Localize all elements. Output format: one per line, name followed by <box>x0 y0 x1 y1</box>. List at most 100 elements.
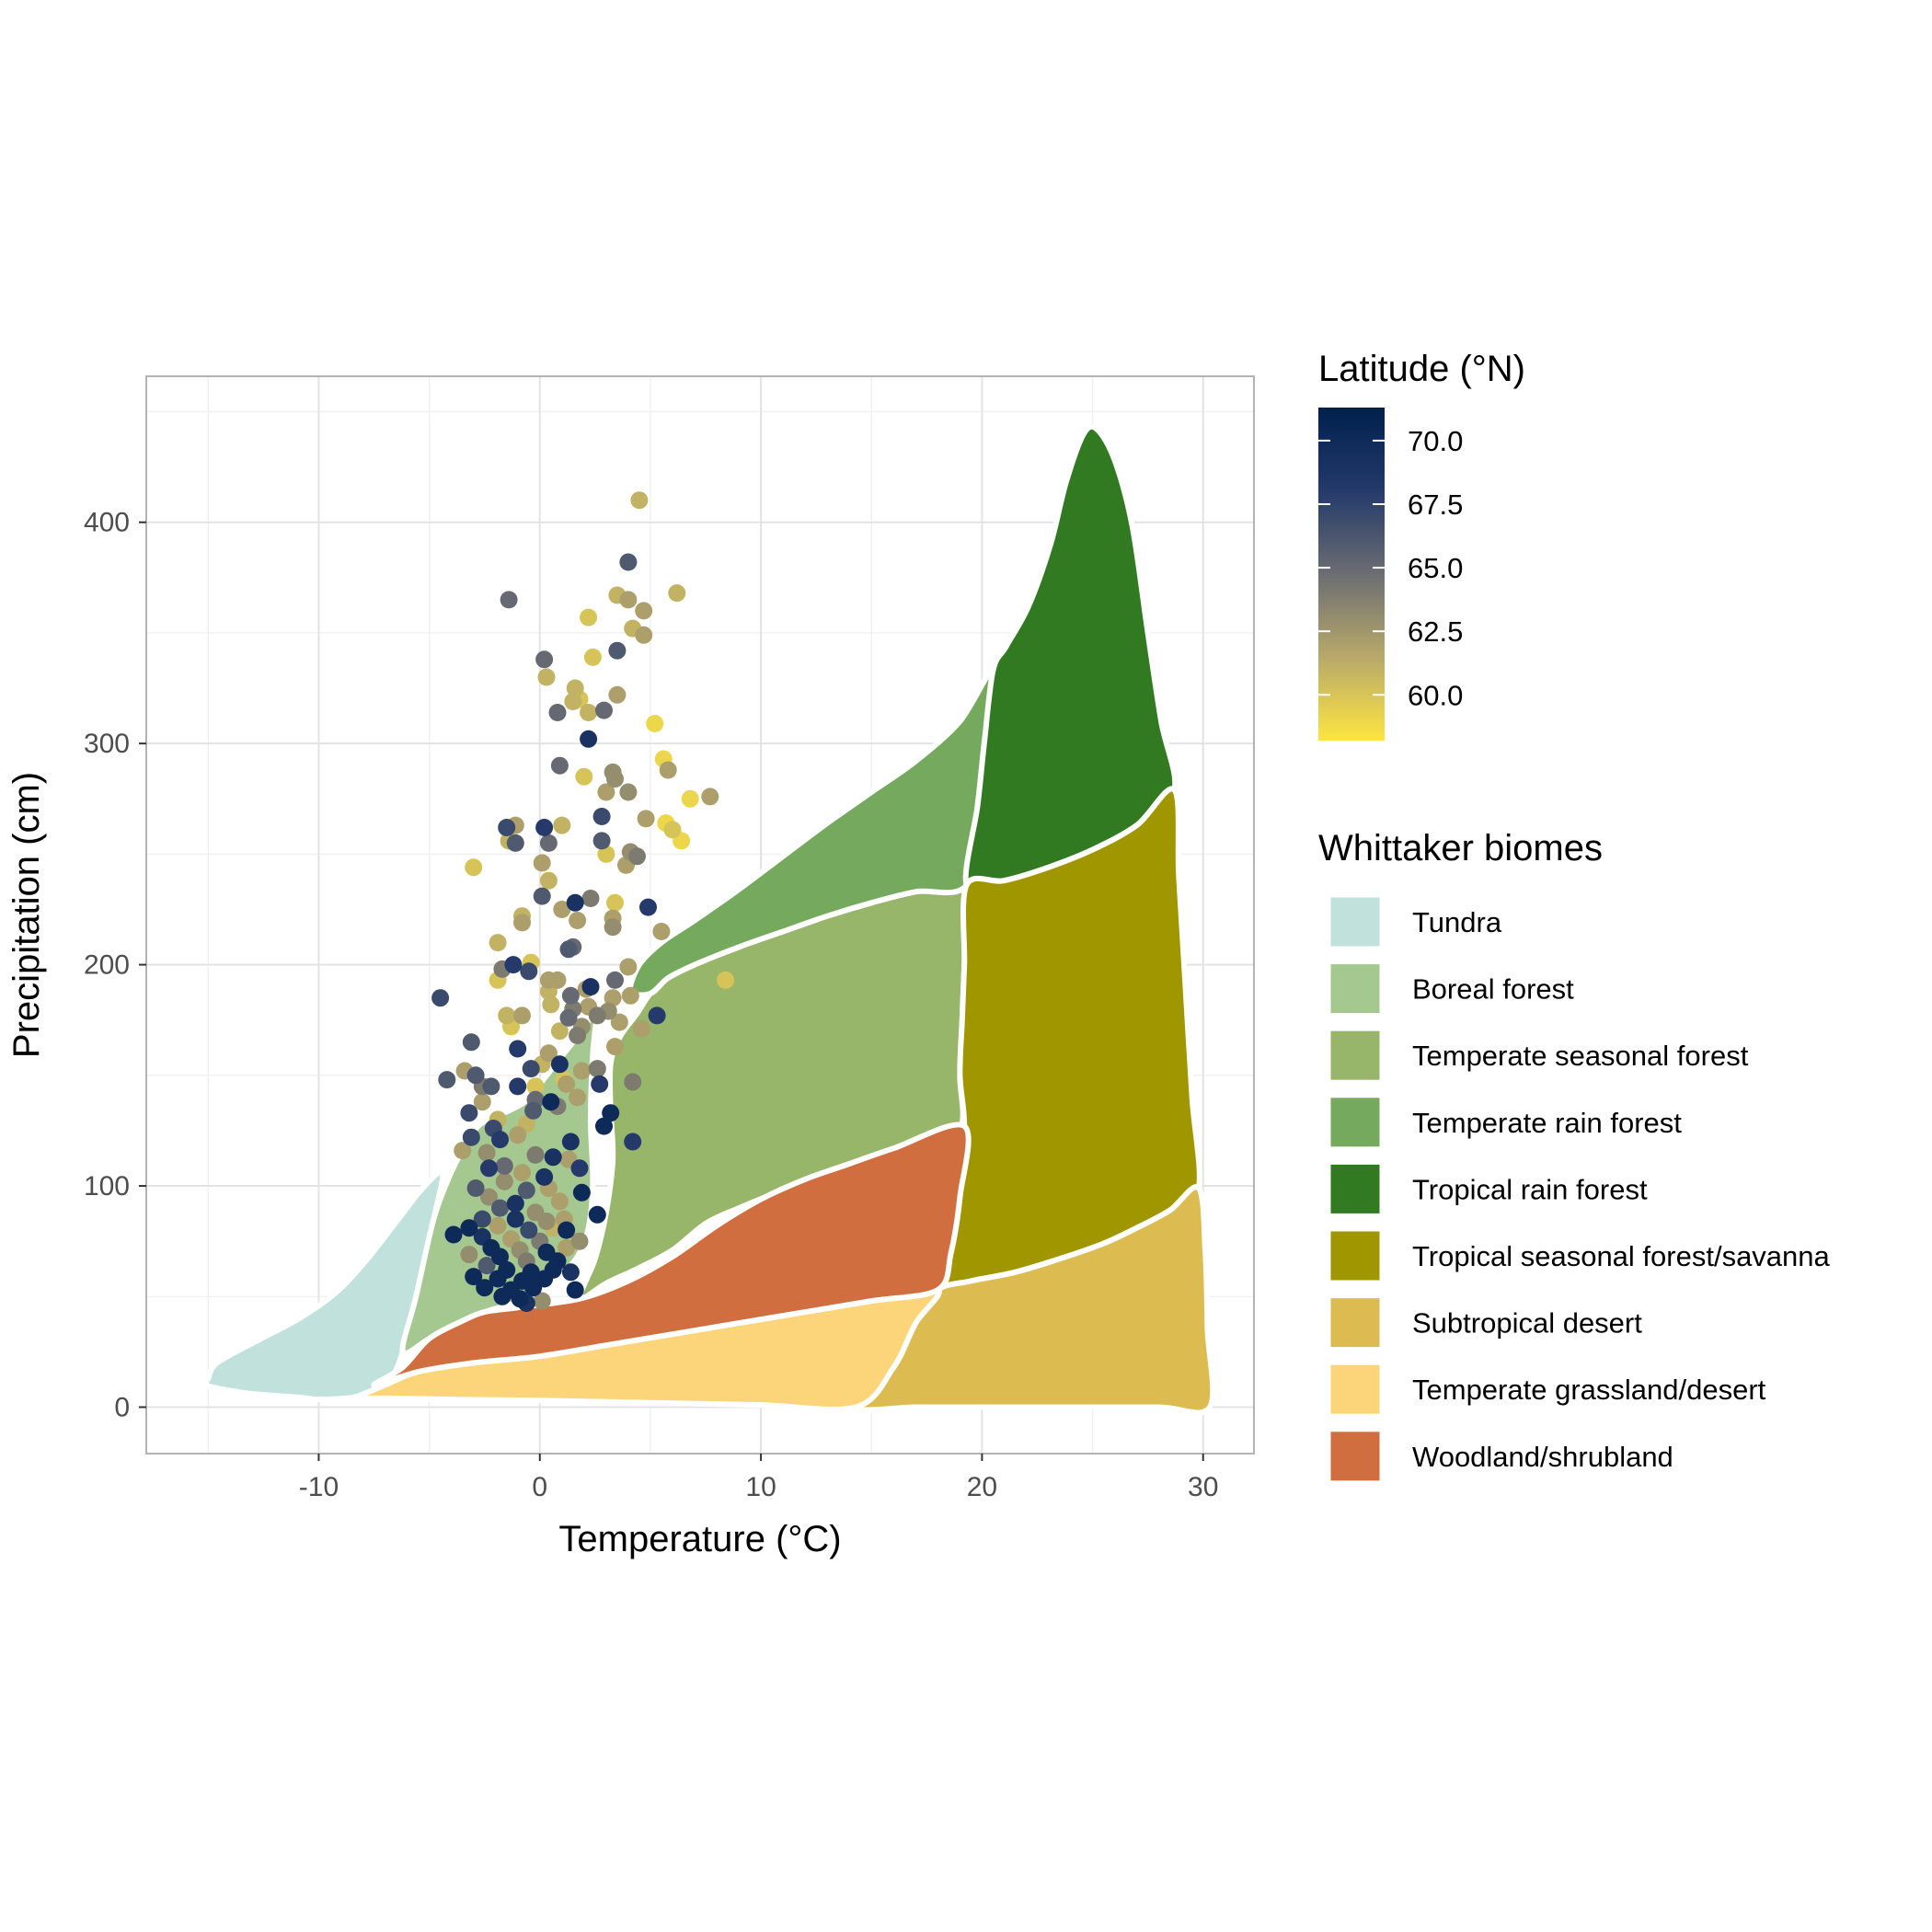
y-tick-label: 200 <box>84 950 130 981</box>
data-point <box>553 901 571 918</box>
data-point <box>462 1128 480 1146</box>
data-point <box>572 1062 591 1080</box>
biome-legend-swatch <box>1328 1362 1383 1417</box>
biome-legend: Whittaker biomes Tundra Boreal forest Temp… <box>1318 828 1831 1484</box>
data-point <box>580 730 598 748</box>
data-point <box>637 810 655 828</box>
colorbar-tick-label: 60.0 <box>1408 679 1463 711</box>
data-point <box>588 1006 606 1025</box>
data-point <box>438 1071 456 1089</box>
data-point <box>535 1167 554 1186</box>
data-point <box>465 858 483 877</box>
data-point <box>581 978 600 996</box>
data-point <box>566 893 584 912</box>
data-point <box>542 1093 560 1111</box>
biome-legend-label: Tropical rain forest <box>1412 1173 1648 1205</box>
data-point <box>569 912 587 929</box>
data-point <box>480 1188 498 1206</box>
data-point <box>513 1006 531 1025</box>
data-point <box>537 1213 556 1230</box>
data-point <box>570 1232 589 1250</box>
data-point <box>572 1183 591 1202</box>
data-point <box>539 834 558 852</box>
data-point <box>520 1221 538 1239</box>
data-point <box>663 821 682 839</box>
data-point <box>659 761 677 779</box>
data-point <box>466 1179 485 1197</box>
data-points <box>431 491 735 1312</box>
y-tick-label: 400 <box>84 508 130 538</box>
data-point <box>619 958 638 976</box>
data-point <box>473 1210 491 1228</box>
data-point <box>588 1060 606 1078</box>
data-point <box>513 1164 531 1182</box>
biome-regions <box>201 423 1216 1416</box>
y-axis-ticks: 0 100 200 300 400 <box>84 508 146 1423</box>
data-point <box>569 1088 587 1107</box>
data-point <box>544 1148 562 1167</box>
data-point <box>535 650 554 669</box>
data-point <box>533 854 551 872</box>
data-point <box>681 789 699 808</box>
data-point <box>498 819 516 836</box>
data-point <box>564 693 582 710</box>
data-point <box>476 1279 494 1297</box>
data-point <box>489 1216 507 1235</box>
data-point <box>591 1075 609 1093</box>
latitude-legend-title: Latitude (°N) <box>1318 349 1525 389</box>
y-axis-title: Precipitation (cm) <box>6 772 47 1058</box>
data-point <box>668 584 686 603</box>
data-point <box>535 819 554 836</box>
data-point <box>583 648 602 666</box>
biome-legend-swatch <box>1328 1095 1383 1150</box>
data-point <box>444 1225 463 1244</box>
data-point <box>454 1142 472 1160</box>
biome-legend-swatch <box>1328 1429 1383 1484</box>
data-point <box>489 1270 507 1288</box>
data-point <box>610 1013 628 1031</box>
biome-legend-item: Tropical rain forest <box>1328 1161 1648 1216</box>
data-point <box>632 1019 650 1038</box>
biome-legend-item: Tropical seasonal forest/savanna <box>1328 1228 1831 1283</box>
data-point <box>495 1156 513 1175</box>
data-point <box>570 1159 589 1178</box>
data-point <box>533 887 551 905</box>
data-point <box>630 491 649 510</box>
biome-legend-label: Temperate rain forest <box>1412 1107 1682 1139</box>
data-point <box>506 1194 524 1213</box>
biome-legend-item: Tundra <box>1328 894 1502 949</box>
data-point <box>619 783 638 801</box>
data-point <box>595 1117 613 1135</box>
biome-legend-label: Tropical seasonal forest/savanna <box>1412 1240 1831 1272</box>
data-point <box>498 1006 516 1025</box>
data-point <box>558 1221 576 1239</box>
data-point <box>635 602 653 620</box>
biome-legend-swatch <box>1328 1228 1383 1283</box>
biome-legend-label: Temperate grassland/desert <box>1412 1374 1766 1406</box>
data-point <box>491 1199 509 1217</box>
data-point <box>559 1008 578 1027</box>
data-point <box>619 553 638 571</box>
data-point <box>550 1192 569 1211</box>
data-point <box>489 934 507 952</box>
data-point <box>621 986 639 1005</box>
data-point <box>493 1287 512 1305</box>
data-point <box>524 1279 543 1297</box>
data-point <box>569 1027 587 1044</box>
data-point <box>566 1281 584 1299</box>
x-axis-ticks: -10 0 10 20 30 <box>299 1454 1218 1502</box>
data-point <box>652 923 671 940</box>
data-point <box>477 1257 496 1275</box>
biome-legend-items: Tundra Boreal forest Temperate seasonal fo… <box>1328 894 1831 1484</box>
colorbar-tick-label: 70.0 <box>1408 425 1463 457</box>
biome-legend-item: Temperate rain forest <box>1328 1095 1682 1150</box>
data-point <box>566 679 584 697</box>
data-point <box>602 1104 620 1122</box>
data-point <box>592 832 611 850</box>
biome-legend-swatch <box>1328 961 1383 1017</box>
y-tick-label: 300 <box>84 729 130 759</box>
data-point <box>511 1290 529 1308</box>
x-tick-label: -10 <box>299 1472 339 1502</box>
x-tick-label: 30 <box>1188 1472 1218 1502</box>
